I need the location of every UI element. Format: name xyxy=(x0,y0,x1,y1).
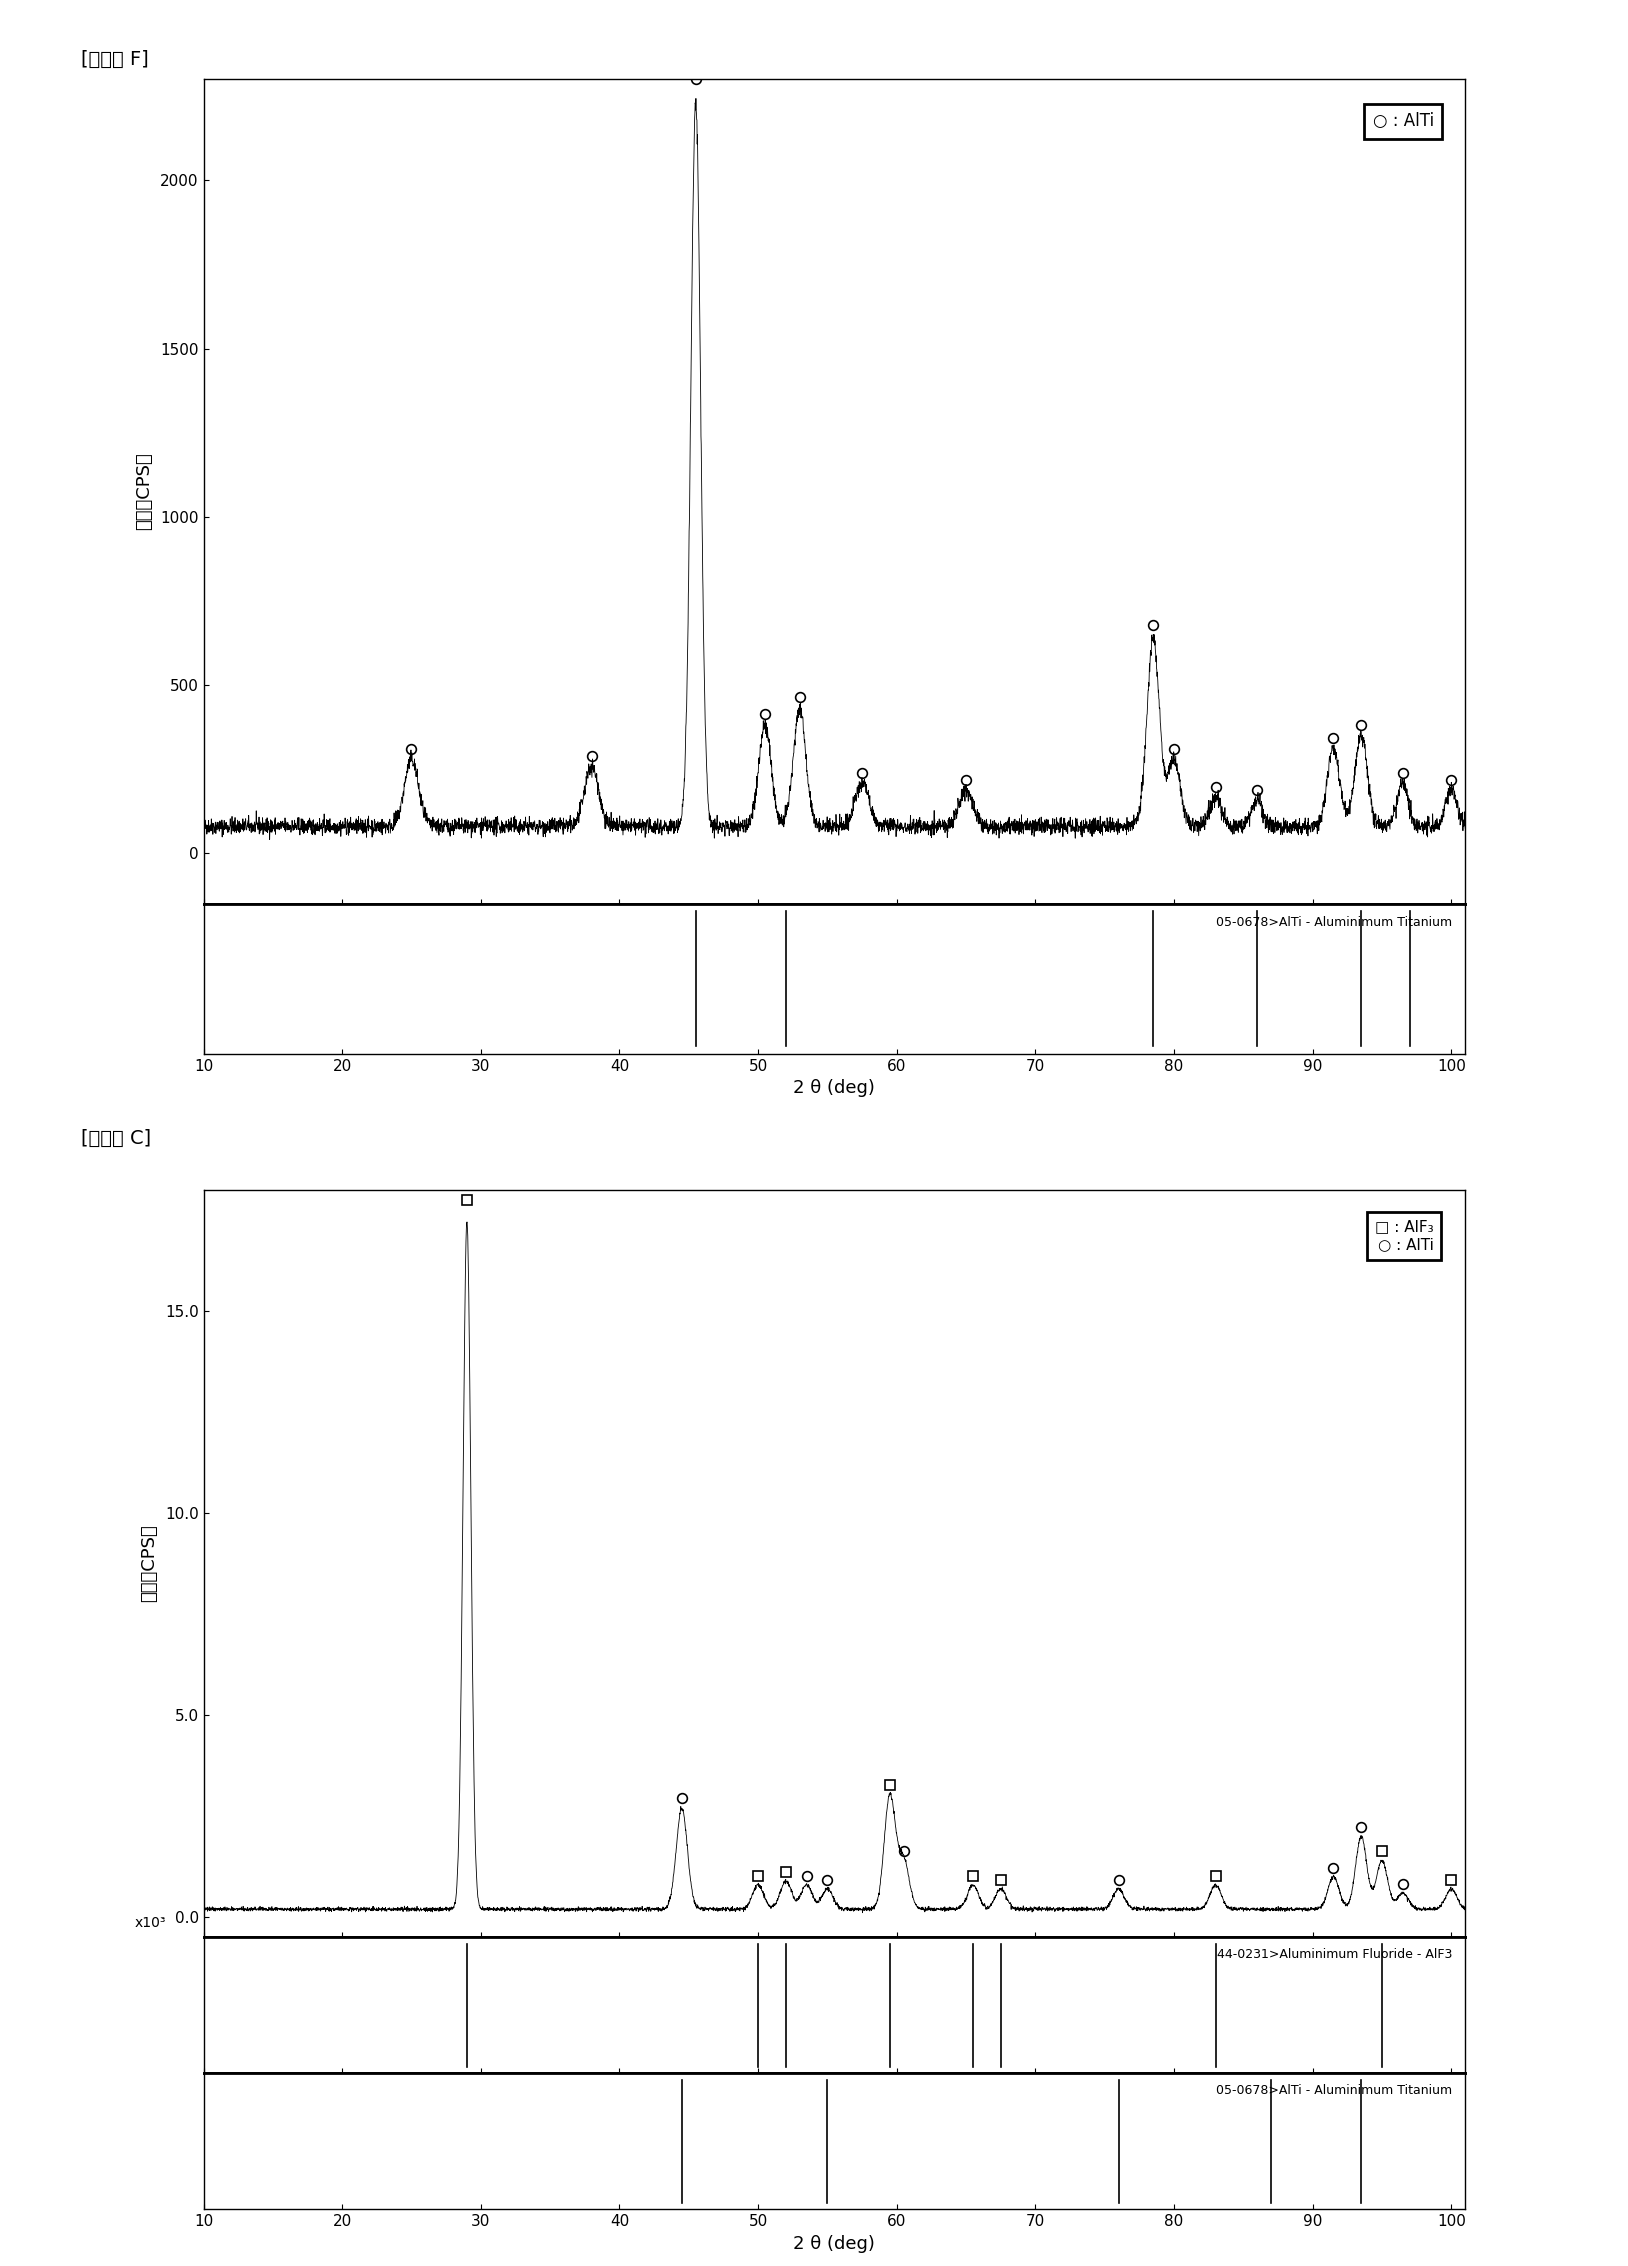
Text: [实施例 F]: [实施例 F] xyxy=(81,50,150,68)
Text: ○ : AlTi: ○ : AlTi xyxy=(1372,113,1434,129)
Text: x10³: x10³ xyxy=(133,1917,166,1931)
Text: [比较例 C]: [比较例 C] xyxy=(81,1128,151,1147)
X-axis label: 2 θ (deg): 2 θ (deg) xyxy=(793,1079,876,1097)
Text: 05-0678>AlTi - Aluminimum Titanium: 05-0678>AlTi - Aluminimum Titanium xyxy=(1216,2085,1452,2098)
Y-axis label: 強度（CPS）: 強度（CPS） xyxy=(135,453,153,530)
Text: 05-0678>AlTi - Aluminimum Titanium: 05-0678>AlTi - Aluminimum Titanium xyxy=(1216,915,1452,929)
X-axis label: 2 θ (deg): 2 θ (deg) xyxy=(793,2234,876,2252)
Y-axis label: 強度（CPS）: 強度（CPS） xyxy=(140,1525,158,1602)
Text: 44-0231>Aluminimum Fluoride - AlF3: 44-0231>Aluminimum Fluoride - AlF3 xyxy=(1218,1949,1452,1962)
Text: □ : AlF₃
○ : AlTi: □ : AlF₃ ○ : AlTi xyxy=(1376,1219,1434,1251)
